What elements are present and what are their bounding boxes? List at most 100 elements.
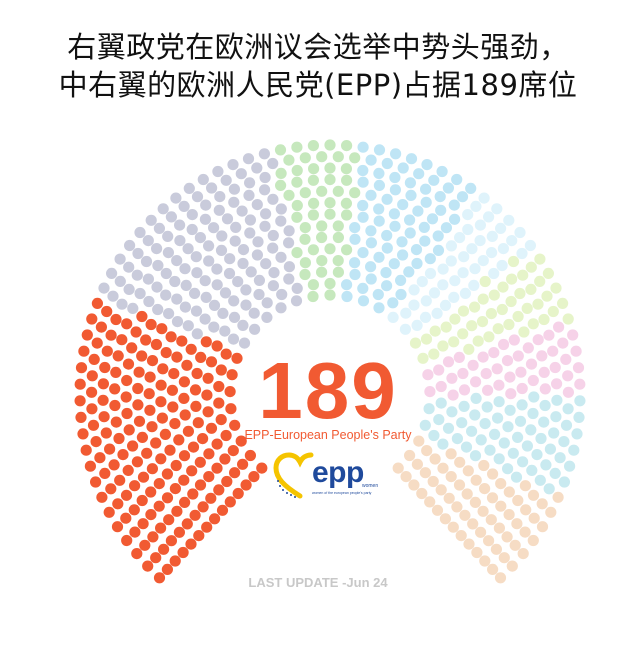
seat-dot-group-4 [424, 253, 436, 265]
seat-dot-group-5 [470, 200, 482, 212]
seat-dot-group-7 [532, 334, 544, 346]
seat-dot-group-5 [462, 209, 474, 221]
seat-dot-group-6 [448, 336, 460, 348]
seat-dot-group-4 [411, 257, 423, 270]
seat-dot-group-1 [229, 467, 241, 479]
seat-dot-group-1 [86, 403, 98, 415]
seat-dot-group-9 [411, 458, 423, 470]
seat-dot-group-3 [291, 164, 303, 177]
seat-dot-group-1 [75, 362, 88, 374]
seat-dot-group-5 [399, 323, 411, 335]
seat-dot-group-4 [434, 191, 446, 203]
seat-dot-group-8 [528, 391, 540, 403]
seat-dot-group-9 [462, 465, 474, 477]
seat-dot-group-8 [535, 432, 547, 445]
seat-dot-group-1 [225, 403, 237, 415]
seat-dot-group-2 [253, 288, 265, 301]
seat-dot-group-5 [424, 267, 437, 280]
seat-dot-group-3 [307, 140, 319, 152]
seat-dot-group-4 [365, 225, 377, 237]
seat-dot-group-1 [155, 522, 167, 534]
seat-dot-group-5 [468, 279, 480, 291]
seat-dot-group-1 [103, 506, 115, 518]
seat-dot-group-6 [463, 343, 475, 355]
seat-dot-group-2 [116, 298, 128, 310]
last-update-label: LAST UPDATE [248, 575, 339, 590]
seat-dot-group-3 [307, 279, 319, 291]
seat-dot-group-6 [476, 316, 489, 328]
seat-dot-group-2 [170, 192, 182, 204]
seat-dot-group-2 [208, 321, 220, 333]
seat-dot-group-3 [299, 268, 311, 281]
seat-dot-group-2 [123, 261, 135, 273]
seat-dot-group-1 [166, 384, 178, 396]
seat-dot-group-1 [109, 399, 121, 412]
seat-dot-group-1 [213, 397, 225, 409]
seat-dot-group-2 [244, 214, 256, 226]
seat-dot-group-4 [436, 165, 448, 178]
seat-dot-group-3 [291, 199, 303, 212]
seat-dot-group-1 [209, 513, 221, 525]
seat-dot-group-4 [410, 244, 423, 256]
seat-dot-group-1 [163, 514, 175, 526]
seat-dot-group-3 [299, 233, 311, 245]
seat-dot-group-2 [248, 307, 260, 319]
seat-dot-group-7 [536, 350, 548, 362]
seat-dot-group-2 [171, 255, 183, 267]
seat-dot-group-1 [155, 379, 167, 391]
seat-dot-group-4 [357, 141, 369, 153]
seat-dot-group-9 [498, 552, 510, 564]
chart-title: 右翼政党在欧洲议会选举中势头强劲， 中右翼的欧洲人民党(EPP)占据189席位 [0, 28, 636, 104]
seat-dot-group-8 [558, 476, 571, 488]
seat-dot-group-1 [178, 450, 191, 462]
seat-dot-group-5 [408, 284, 420, 296]
seat-dot-group-7 [447, 389, 459, 401]
seat-dot-group-1 [144, 404, 156, 416]
seat-dot-group-7 [508, 334, 520, 346]
seat-dot-group-2 [220, 174, 232, 186]
seat-dot-group-9 [443, 492, 455, 504]
seat-dot-group-2 [240, 299, 252, 311]
seat-dot-group-4 [387, 297, 399, 309]
seat-dot-group-9 [511, 518, 523, 530]
seat-dot-group-6 [542, 267, 555, 279]
seat-dot-group-3 [341, 209, 353, 221]
seat-dot-group-4 [404, 227, 416, 239]
seat-dot-group-2 [124, 239, 136, 252]
seat-dot-group-2 [235, 168, 247, 180]
seat-dot-group-2 [245, 266, 257, 278]
seat-dot-group-1 [181, 518, 193, 530]
seat-dot-group-4 [465, 182, 477, 194]
seat-dot-group-1 [237, 458, 249, 470]
seat-dot-group-3 [340, 197, 352, 209]
seat-dot-group-2 [216, 230, 228, 242]
seat-dot-group-8 [479, 418, 491, 430]
seat-dot-group-2 [267, 157, 279, 170]
seat-dot-group-9 [501, 531, 513, 543]
seat-dot-group-5 [419, 311, 432, 323]
seat-dot-group-1 [136, 431, 148, 443]
seat-dot-group-2 [230, 221, 242, 233]
seat-dot-group-1 [95, 321, 107, 333]
seat-dot-group-5 [445, 255, 457, 267]
seat-dot-group-5 [478, 192, 490, 204]
seat-dot-group-4 [365, 154, 377, 166]
seat-dot-group-4 [435, 204, 447, 216]
seat-dot-group-4 [381, 157, 393, 170]
seat-dot-group-8 [437, 438, 449, 450]
seat-dot-group-9 [470, 474, 482, 486]
seat-dot-group-9 [478, 459, 490, 472]
seat-dot-group-2 [171, 293, 183, 305]
seat-dot-group-4 [373, 302, 385, 314]
seat-dot-group-5 [486, 247, 498, 259]
seat-dot-group-1 [205, 422, 218, 434]
seat-dot-group-9 [479, 555, 491, 567]
seat-dot-group-4 [405, 189, 417, 201]
seat-dot-group-1 [121, 318, 133, 330]
seat-dot-group-4 [420, 196, 432, 208]
seat-dot-group-2 [131, 269, 143, 281]
seat-dot-group-8 [573, 411, 585, 423]
seat-dot-group-9 [483, 535, 495, 547]
seat-dot-group-1 [117, 449, 129, 461]
seat-dot-group-1 [185, 343, 197, 355]
